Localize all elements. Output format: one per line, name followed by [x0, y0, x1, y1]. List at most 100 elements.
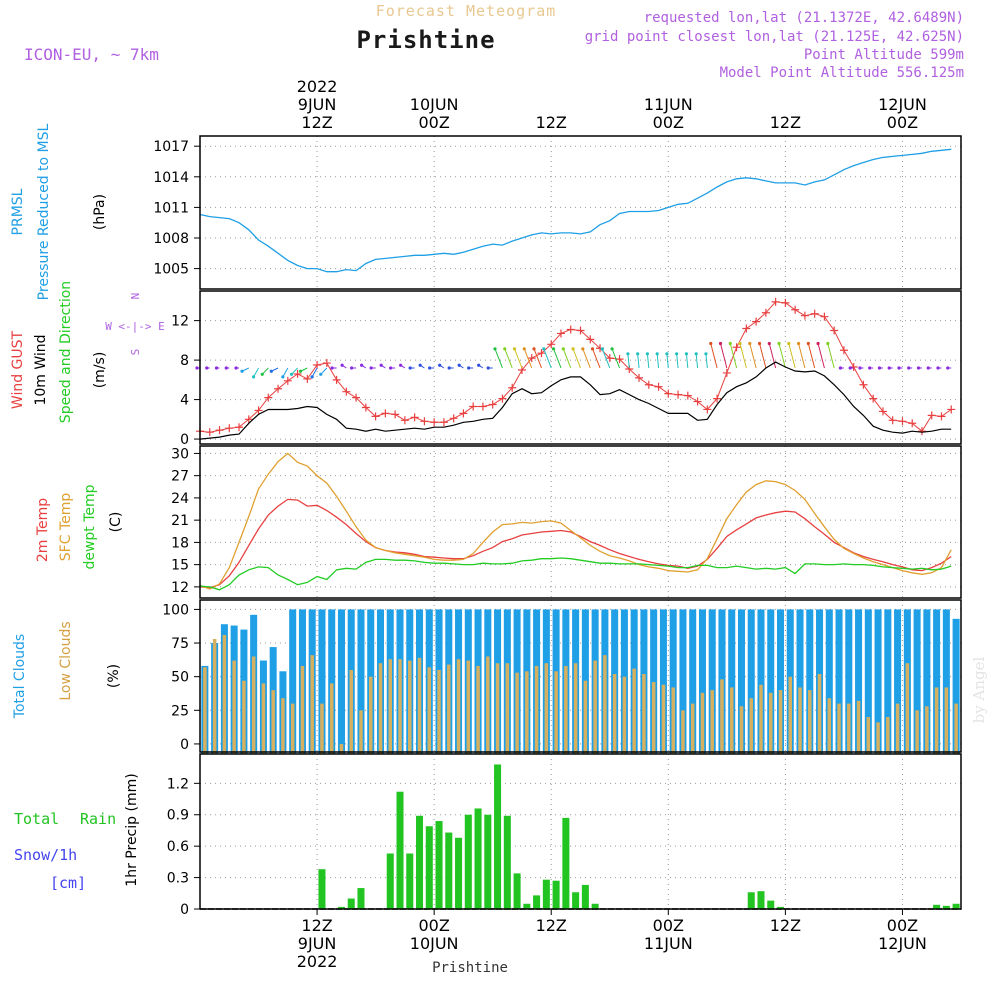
low-cloud-bar [232, 660, 236, 758]
bottom-time-label: 9JUN [298, 934, 337, 953]
gust-point [635, 373, 644, 382]
wind-arrow-head [600, 347, 604, 351]
gust-point [830, 326, 839, 335]
low-cloud-bar [710, 690, 714, 758]
precip-plot-area [200, 754, 961, 909]
wind-ylabel-2: 10m Wind [33, 334, 49, 405]
wind-ylabel-3: Speed and Direction [58, 281, 74, 423]
gust-point [430, 418, 439, 427]
gust-point [459, 409, 468, 418]
low-cloud-bar [534, 665, 539, 758]
rain-bar [406, 853, 414, 909]
low-cloud-bar [729, 687, 734, 758]
wind-arrow-head [447, 366, 451, 370]
requested-lonlat: requested lon,lat (21.1372E, 42.6489N) [644, 10, 964, 26]
gust-point [674, 390, 683, 399]
wind-arrow-head [757, 341, 762, 346]
pressure-side-labels: PRMSL Pressure Reduced to MSL (hPa) [10, 123, 108, 300]
rain-bar [552, 880, 560, 909]
cloud-unit: (%) [106, 664, 122, 688]
gust-point [683, 391, 692, 400]
wind-arrow-head [848, 366, 852, 370]
low-cloud-bar [290, 703, 295, 758]
rain-bar [435, 821, 443, 909]
rain-bar [572, 892, 580, 909]
gust-point [713, 394, 722, 403]
wind-direction-arrow [601, 348, 611, 369]
wind-direction-arrow [720, 343, 728, 369]
gust-point [303, 374, 312, 383]
total-cloud-bar [894, 609, 902, 758]
wind-arrow-head [503, 347, 507, 351]
wind-arrow-head [704, 352, 708, 356]
low-cloud-bar [671, 687, 675, 758]
rain-bar [494, 764, 502, 909]
total-cloud-bar [855, 609, 863, 758]
rain-bar [757, 891, 765, 909]
rain-bar [562, 817, 570, 909]
clouds-ytick-label: 0 [180, 737, 189, 753]
pressure-panel: 1005 1008 1011 1014 1017 [153, 135, 962, 290]
low-cloud-bar [681, 710, 685, 758]
rain-bar [445, 832, 453, 909]
gust-point [947, 405, 956, 414]
total-cloud-bar [708, 609, 716, 758]
wind-direction-arrow [582, 348, 591, 369]
wind-arrow-head [936, 366, 940, 370]
low-cloud-bar [915, 710, 919, 758]
wind-frame [199, 290, 962, 445]
total-cloud-bar [318, 609, 326, 758]
wind-arrow-head [787, 341, 791, 346]
pressure-ytick-label: 1011 [153, 200, 189, 216]
gust-point [820, 312, 829, 321]
model-label: ICON-EU, ~ 7km [24, 45, 159, 64]
wind-arrow-head [897, 366, 901, 370]
wind-direction-arrow [637, 353, 640, 369]
wind-direction-arrow [656, 353, 660, 369]
wind-arrow-head [240, 369, 244, 373]
low-cloud-bar [651, 682, 656, 758]
total-cloud-bar [825, 609, 833, 758]
clouds-side-labels: Total Clouds Low Clouds (%) [12, 621, 122, 719]
temperature-plot-area [200, 446, 961, 598]
wind-direction-arrow [827, 343, 835, 369]
rain-bar [523, 903, 531, 909]
precip-ytick-label: 0 [180, 902, 189, 918]
low-cloud-bar [847, 703, 851, 758]
wind-arrow-head [858, 366, 862, 370]
gust-point [527, 354, 536, 363]
rain-bar [357, 888, 365, 909]
point-altitude: Point Altitude 599m [804, 47, 964, 63]
low-cloud-bar [261, 683, 266, 758]
gust-point [254, 406, 263, 415]
gust-point [859, 380, 868, 389]
wind-direction-arrow [543, 348, 552, 369]
gust-point [274, 384, 283, 393]
wind-arrow-head [796, 341, 801, 346]
wind-direction-arrow [759, 343, 767, 369]
total-cloud-bar [952, 618, 960, 758]
wind-direction-arrow [504, 348, 513, 369]
low-cloud-bar [495, 663, 500, 758]
low-cloud-bar [944, 687, 949, 758]
gust-point [293, 369, 302, 378]
rain-bar [474, 808, 482, 909]
gust-point [908, 419, 917, 428]
rain-bar [542, 879, 550, 909]
wind-direction-arrow [533, 348, 542, 369]
wind-arrow-head [868, 366, 872, 370]
rain-bar [933, 904, 941, 909]
wind-arrow-head [298, 369, 303, 373]
gust-point [878, 407, 887, 416]
pressure-frame [199, 135, 962, 290]
pressure-ytick-label: 1008 [153, 231, 189, 247]
wind-direction-arrow [646, 353, 650, 369]
wind-ytick-label: 12 [171, 314, 189, 330]
wind-arrow-head [709, 341, 713, 346]
wind-arrow-head [916, 366, 921, 370]
compass-we: W <-|-> E [105, 320, 165, 333]
top-time-label: 12Z [536, 113, 567, 132]
gust-point [400, 416, 409, 425]
clouds-ytick-label: 25 [171, 703, 189, 719]
